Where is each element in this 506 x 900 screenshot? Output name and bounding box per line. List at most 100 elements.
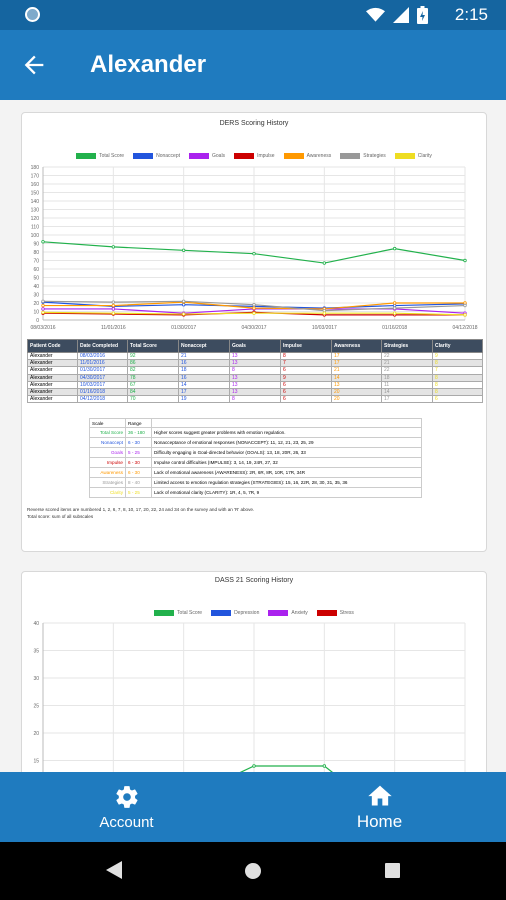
- column-header-date-completed[interactable]: Date Completed: [77, 339, 128, 353]
- dass-y-tick: 20: [33, 731, 39, 737]
- ders-point-strategies[interactable]: [111, 300, 116, 304]
- ders-y-tick: 180: [31, 165, 40, 171]
- dass-point-total-score[interactable]: [322, 764, 327, 768]
- ders-point-total-score[interactable]: [392, 246, 397, 251]
- ders-point-clarity[interactable]: [392, 311, 397, 315]
- column-header-impulse[interactable]: Impulse: [280, 339, 332, 353]
- dass-legend-depression[interactable]: Depression: [211, 610, 259, 616]
- ders-point-total-score[interactable]: [181, 248, 186, 252]
- ders-point-clarity[interactable]: [252, 311, 256, 315]
- table-cell-awareness: 20: [331, 387, 382, 397]
- column-header-clarity[interactable]: Clarity: [432, 339, 483, 353]
- back-triangle-icon[interactable]: [106, 861, 122, 879]
- table-cell-date-completed: 11/01/2016: [77, 359, 128, 368]
- dass-legend: Total Score Depression Anxiety Stress: [22, 610, 486, 616]
- dass-card: DASS 21 Scoring History Total Score Depre…: [21, 571, 487, 772]
- legend-swatch: [268, 610, 289, 616]
- table-row[interactable]: Alexander 01/30/2017 82 18 8 6 21 22 7: [27, 366, 483, 375]
- ders-y-tick: 110: [31, 225, 39, 231]
- table-row[interactable]: Alexander 08/03/2016 92 21 13 8 17 22 9: [27, 351, 483, 361]
- home-circle-icon[interactable]: [244, 862, 262, 880]
- column-header-nonaccept[interactable]: Nonaccept: [178, 339, 230, 353]
- arrow-left-icon[interactable]: [20, 51, 48, 79]
- ders-y-tick: 150: [31, 191, 40, 197]
- ders-legend-awareness[interactable]: Awareness: [283, 153, 331, 159]
- table-cell-patient-code: Alexander: [27, 395, 78, 404]
- ders-point-clarity[interactable]: [181, 312, 186, 316]
- ders-point-strategies[interactable]: [392, 306, 397, 310]
- column-header-awareness[interactable]: Awareness: [331, 339, 382, 353]
- table-row[interactable]: Alexander 04/30/2017 78 16 13 9 14 18 8: [27, 373, 483, 382]
- table-cell-strategies: 11: [381, 380, 433, 389]
- ders-legend-impulse[interactable]: Impulse: [234, 153, 275, 159]
- ders-point-total-score[interactable]: [322, 261, 327, 265]
- dass-legend-total-score[interactable]: Total Score: [154, 610, 202, 616]
- table-row[interactable]: Alexander 11/01/2016 86 16 13 7 17 21 8: [27, 359, 483, 368]
- legend-label: Strategies: [363, 153, 386, 159]
- ders-point-awareness[interactable]: [392, 301, 397, 305]
- table-cell-goals: 8: [229, 395, 281, 404]
- scroll-content[interactable]: DERS Scoring History Total Score Nonaccep…: [0, 100, 506, 772]
- ders-point-total-score[interactable]: [252, 251, 256, 256]
- dass-y-tick: 30: [33, 676, 39, 682]
- table-cell-nonaccept: 16: [178, 373, 230, 382]
- ders-legend-goals[interactable]: Goals: [189, 153, 225, 159]
- scale-name: Strategies: [89, 477, 126, 488]
- ders-point-total-score[interactable]: [111, 245, 116, 249]
- table-row[interactable]: Alexander 01/16/2018 84 17 13 6 20 14 8: [27, 387, 483, 397]
- ders-point-clarity[interactable]: [111, 311, 116, 315]
- ders-x-tick: 04/30/2017: [241, 325, 266, 331]
- dass-point-total-score[interactable]: [252, 764, 256, 768]
- scale-row: Clarity 5 - 25 Lack of emotional clarity (…: [89, 487, 422, 498]
- nav-account[interactable]: Account: [0, 772, 253, 842]
- ders-legend-clarity[interactable]: Clarity: [394, 153, 432, 159]
- recents-square-icon[interactable]: [385, 863, 400, 878]
- table-row[interactable]: Alexander 04/12/2018 70 19 8 6 20 17 6: [27, 395, 483, 404]
- column-header-total-score[interactable]: Total Score: [127, 339, 179, 353]
- scale-description: Lack of emotional awareness (AWARENESS):…: [151, 467, 422, 478]
- ders-point-total-score[interactable]: [463, 258, 467, 263]
- column-header-patient-code[interactable]: Patient Code: [27, 339, 78, 353]
- ders-x-tick: 04/12/2018: [452, 325, 477, 331]
- ders-point-awareness[interactable]: [41, 303, 45, 308]
- notification-dot-icon: [25, 7, 40, 22]
- ders-point-goals[interactable]: [41, 307, 45, 311]
- scale-range: 8 - 40: [125, 477, 152, 488]
- ders-legend-nonaccept[interactable]: Nonaccept: [133, 153, 180, 159]
- dass-legend-stress[interactable]: Stress: [316, 610, 354, 616]
- ders-point-goals[interactable]: [111, 307, 116, 311]
- ders-point-strategies[interactable]: [41, 299, 45, 303]
- ders-point-strategies[interactable]: [252, 302, 256, 307]
- legend-swatch: [234, 153, 255, 159]
- legend-label: Clarity: [417, 153, 432, 159]
- ders-point-strategies[interactable]: [463, 303, 467, 308]
- table-cell-total-score: 86: [127, 359, 179, 368]
- status-bar: 2:15: [0, 0, 506, 30]
- ders-x-tick: 01/30/2017: [171, 325, 196, 331]
- ders-legend-strategies[interactable]: Strategies: [340, 153, 386, 159]
- ders-point-awareness[interactable]: [111, 303, 116, 308]
- ders-point-clarity[interactable]: [322, 311, 327, 315]
- ders-point-strategies[interactable]: [181, 299, 186, 303]
- dass-chart: 10152025303540: [33, 621, 466, 772]
- column-header-strategies[interactable]: Strategies: [381, 339, 433, 353]
- legend-label: Anxiety: [291, 610, 308, 616]
- dass-y-tick: 15: [33, 759, 39, 765]
- table-cell-awareness: 20: [331, 395, 382, 404]
- table-cell-total-score: 70: [127, 395, 179, 404]
- table-row[interactable]: Alexander 10/03/2017 67 14 13 6 13 11 8: [27, 380, 483, 389]
- ders-point-clarity[interactable]: [463, 313, 467, 317]
- ders-point-total-score[interactable]: [41, 240, 45, 244]
- dass-legend-anxiety[interactable]: Anxiety: [268, 610, 308, 616]
- ders-legend-total-score[interactable]: Total Score: [76, 153, 124, 159]
- nav-home[interactable]: Home: [253, 772, 506, 842]
- column-header-goals[interactable]: Goals: [229, 339, 281, 353]
- table-cell-patient-code: Alexander: [27, 366, 78, 375]
- table-cell-date-completed: 08/03/2016: [77, 351, 128, 361]
- table-cell-date-completed: 01/30/2017: [77, 366, 128, 375]
- table-cell-impulse: 6: [280, 366, 332, 375]
- ders-point-awareness[interactable]: [252, 306, 256, 310]
- table-cell-patient-code: Alexander: [27, 380, 78, 389]
- scale-description: Higher scores suggest greater problems w…: [151, 427, 422, 438]
- ders-point-clarity[interactable]: [41, 310, 45, 315]
